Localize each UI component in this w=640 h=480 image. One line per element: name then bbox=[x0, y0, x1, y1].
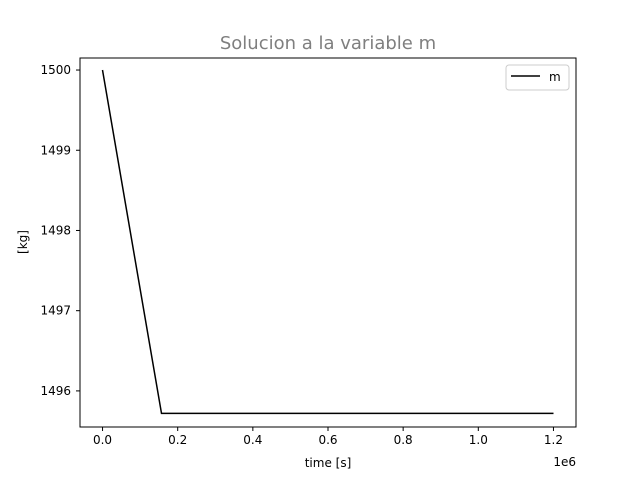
series-layer bbox=[101, 69, 554, 415]
x-tick-label: 0.4 bbox=[243, 433, 262, 447]
x-tick-label: 0.6 bbox=[318, 433, 337, 447]
x-tick-label: 1.0 bbox=[469, 433, 488, 447]
y-tick-label: 1497 bbox=[40, 304, 71, 318]
y-tick-label: 1500 bbox=[40, 63, 71, 77]
x-axis-offset-label: 1e6 bbox=[553, 455, 576, 469]
legend-box bbox=[505, 64, 570, 91]
y-axis-label: [kg] bbox=[16, 230, 30, 254]
series-line-m bbox=[101, 69, 554, 415]
plot-frame bbox=[79, 57, 577, 428]
x-tick-label: 0.8 bbox=[394, 433, 413, 447]
x-tick-label: 1.2 bbox=[544, 433, 563, 447]
x-tick-label: 0.0 bbox=[93, 433, 112, 447]
ticks-layer: 0.0 0.2 0.4 0.6 0.8 1.0 1.2 1496 1497 1498 1499 150… bbox=[40, 63, 563, 447]
legend-entry-m: m bbox=[549, 70, 561, 84]
y-tick-label: 1498 bbox=[40, 223, 71, 237]
y-tick-label: 1499 bbox=[40, 143, 71, 157]
chart-title: Solucion a la variable m bbox=[220, 33, 436, 54]
y-tick-label: 1496 bbox=[40, 384, 71, 398]
x-axis-label: time [s] bbox=[305, 456, 352, 470]
x-tick-label: 0.2 bbox=[168, 433, 187, 447]
legend: m bbox=[505, 64, 570, 91]
